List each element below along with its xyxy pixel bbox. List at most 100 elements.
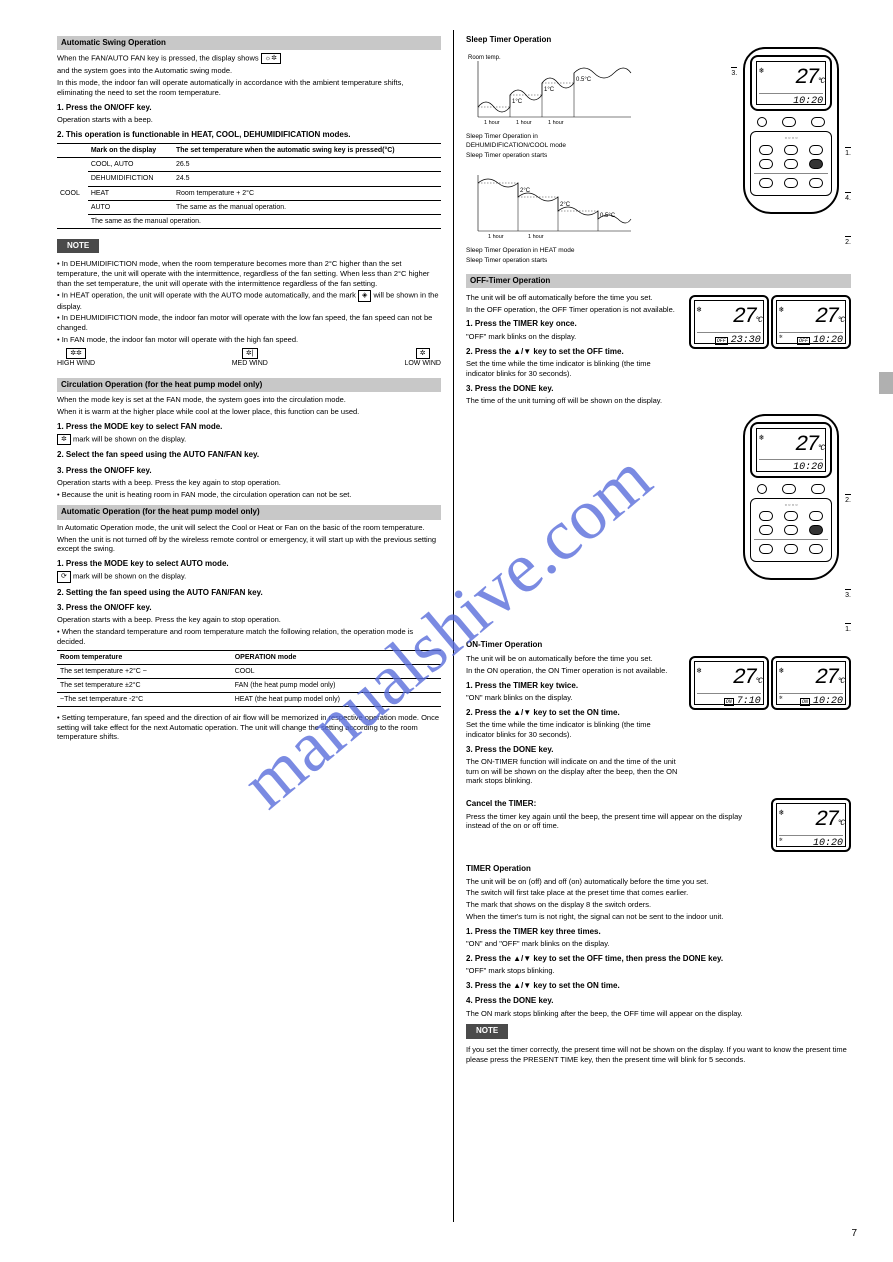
td: The same as the manual operation.	[173, 200, 441, 214]
right-column: Sleep Timer Operation Room temp. 1°C	[454, 30, 863, 1222]
btn	[784, 511, 798, 521]
substep: "ON" and "OFF" mark blinks on the displa…	[466, 939, 851, 949]
td: The set temperature +2°C ~	[57, 664, 232, 678]
on-timer-heading: ON-Timer Operation	[466, 640, 851, 650]
th: The set temperature when the automatic s…	[173, 144, 441, 158]
btn	[759, 145, 773, 155]
td: HEAT (the heat pump model only)	[232, 692, 441, 706]
led-row: ○ ○ ○ ○	[754, 502, 828, 507]
snow-icon: ❄	[779, 305, 784, 315]
label: HIGH WIND	[57, 360, 95, 367]
lcd-time: ON7:10	[697, 693, 761, 708]
sleep-cool-chart: Room temp. 1°C 1°C 0.5°C 1 hour 1 hour 1…	[466, 51, 636, 129]
substep: "OFF" mark blinks on the display.	[466, 332, 679, 342]
svg-text:1 hour: 1 hour	[488, 234, 504, 240]
substep: ⟳ mark will be shown on the display.	[57, 571, 441, 582]
text: and the system goes into the Automatic s…	[57, 66, 441, 76]
snow-icon: ❄	[697, 305, 702, 315]
step: 2. Press the ▲/▼ key to set the OFF time…	[466, 347, 679, 357]
substep: The time of the unit turning off will be…	[466, 396, 679, 406]
svg-text:0.5°C: 0.5°C	[600, 213, 616, 219]
wind-high: ✲✲HIGH WIND	[57, 348, 95, 368]
td: COOL	[232, 664, 441, 678]
td: ~The set temperature -2°C	[57, 692, 232, 706]
text: The unit will be on (off) and off (on) a…	[466, 877, 851, 887]
on-badge: ON	[724, 698, 734, 706]
td: Room temperature + 2°C	[173, 186, 441, 200]
label: LOW WIND	[404, 360, 441, 367]
th	[57, 144, 88, 158]
callout: 1.	[845, 623, 851, 634]
btn	[759, 511, 773, 521]
btn	[809, 159, 823, 169]
fan-high-icon: ✲✲	[66, 348, 86, 359]
svg-text:2°C: 2°C	[560, 202, 571, 208]
step: 3. Press the ON/OFF key.	[57, 466, 441, 476]
td: HEAT	[88, 186, 173, 200]
snow-icon: ❄	[779, 666, 784, 676]
note-label: NOTE	[57, 239, 99, 253]
on-timer-lcds: ❄ 27°C ON7:10 ❄ ✲ 27°C ON10:20	[689, 652, 851, 788]
td: The same as the manual operation.	[88, 214, 441, 228]
sleep-heat-chart: 2°C 2°C 0.5°C 1 hour 1 hour	[466, 165, 636, 243]
text: When the timer's turn is not right, the …	[466, 912, 851, 922]
text: The mark that shows on the display 8 the…	[466, 900, 851, 910]
snow-icon: ❄	[779, 808, 784, 818]
led-row: ○ ○ ○ ○	[754, 135, 828, 140]
step: 2. Setting the fan speed using the AUTO …	[57, 588, 441, 598]
section-off-timer-title: OFF-Timer Operation	[466, 274, 851, 288]
section-circulation-title: Circulation Operation (for the heat pump…	[57, 378, 441, 392]
note-item: • Because the unit is heating room in FA…	[57, 490, 441, 500]
text: The switch will first take place at the …	[466, 888, 851, 898]
auto-swing-table: Mark on the display The set temperature …	[57, 143, 441, 229]
text: In the ON operation, the ON Timer operat…	[466, 666, 679, 676]
remote-panel: ○ ○ ○ ○	[750, 131, 832, 195]
svg-text:2°C: 2°C	[520, 188, 531, 194]
text-line: When the FAN/AUTO FAN key is pressed, th…	[57, 54, 259, 63]
svg-text:1 hour: 1 hour	[516, 120, 532, 126]
lcd-temp: 27°C	[697, 303, 761, 332]
note-item: • In HEAT operation, the unit will opera…	[57, 290, 441, 311]
lcd-temp: 27°C	[759, 64, 823, 93]
substep: "OFF" mark stops blinking.	[466, 966, 851, 976]
step: 1. Press the TIMER key once.	[466, 319, 679, 329]
td: 24.5	[173, 172, 441, 186]
text: When the mode key is set at the FAN mode…	[57, 395, 441, 405]
remote-illustration-1: 3. ❄ 27°C 10:20 ○	[731, 47, 851, 247]
btn	[809, 178, 823, 188]
substep: ✲ mark will be shown on the display.	[57, 434, 441, 445]
chart-footer: Sleep Timer operation starts	[466, 152, 723, 160]
fan-icon: ✲	[779, 836, 783, 844]
td: COOL	[57, 158, 88, 228]
lcd-on-1: ❄ 27°C ON7:10	[689, 656, 769, 710]
callout-stack: 1. 4. 2.	[845, 47, 851, 247]
remote-panel: ○ ○ ○ ○	[750, 498, 832, 562]
td: FAN (the heat pump model only)	[232, 678, 441, 692]
callout: 1.	[845, 147, 851, 158]
td: The set temperature ±2°C	[57, 678, 232, 692]
substep: Operation starts with a beep.	[57, 115, 441, 125]
step: 1. Press the MODE key to select FAN mode…	[57, 422, 441, 432]
substep: Set the time while the time indicator is…	[466, 720, 679, 740]
text: mark will be shown on the display.	[73, 572, 186, 581]
text: mark will be shown on the display.	[73, 435, 186, 444]
btn	[784, 159, 798, 169]
label: MED WIND	[232, 360, 268, 367]
section-auto-op-title: Automatic Operation (for the heat pump m…	[57, 505, 441, 519]
td: COOL, AUTO	[88, 158, 173, 172]
note-item: • When the standard temperature and room…	[57, 627, 441, 647]
step: 1. Press the ON/OFF key.	[57, 103, 441, 113]
btn	[784, 178, 798, 188]
substep: The ON mark stops blinking after the bee…	[466, 1009, 851, 1019]
snow-icon: ❄	[759, 66, 764, 76]
callout: 2.	[845, 494, 851, 505]
chart-caption: Sleep Timer Operation in HEAT mode	[466, 247, 723, 255]
btn	[809, 511, 823, 521]
td: DEHUMIDIFICTION	[88, 172, 173, 186]
step: 2. Press the ▲/▼ key to set the ON time.	[466, 708, 679, 718]
btn	[759, 178, 773, 188]
lcd-time: 10:20	[759, 459, 823, 474]
off-timer-lcds: ❄ 27°C OFF23:30 ❄ ✲ 27°C OFF10:20	[689, 291, 851, 408]
down-button	[782, 484, 796, 494]
snow-icon: ❄	[759, 433, 764, 443]
